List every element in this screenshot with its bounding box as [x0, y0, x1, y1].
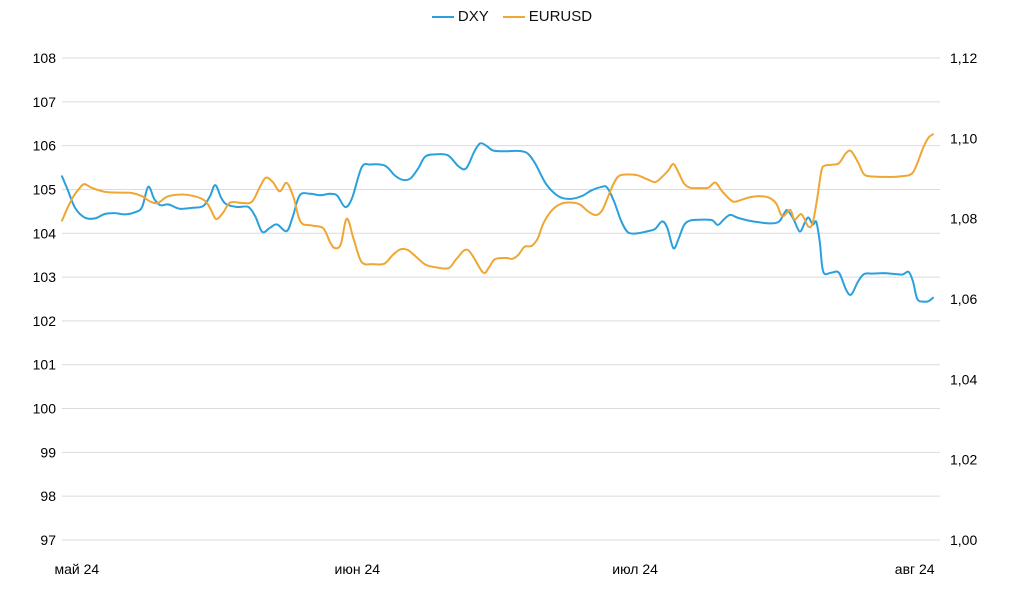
x-axis-tick-label: авг 24	[895, 561, 935, 577]
left-axis-tick-label: 104	[33, 225, 57, 241]
left-axis-tick-label: 103	[33, 269, 57, 285]
legend-label-dxy: DXY	[457, 8, 489, 25]
left-axis-tick-label: 107	[33, 94, 57, 110]
left-axis-tick-label: 100	[33, 401, 57, 417]
left-axis-tick-label: 99	[40, 444, 56, 460]
left-axis-tick-label: 102	[33, 313, 57, 329]
right-axis-tick-label: 1,02	[950, 452, 977, 468]
left-axis-tick-label: 101	[33, 357, 57, 373]
legend-item-dxy: DXY	[431, 8, 489, 25]
right-axis-tick-label: 1,00	[950, 532, 977, 548]
x-axis-tick-label: июл 24	[612, 561, 658, 577]
legend-label-eurusd: EURUSD	[528, 8, 593, 25]
right-axis-tick-label: 1,12	[950, 50, 977, 66]
left-axis-tick-label: 108	[33, 50, 57, 66]
right-axis-tick-label: 1,04	[950, 371, 977, 387]
dxy-line-path	[61, 142, 934, 303]
left-axis-tick-label: 106	[33, 138, 57, 154]
x-axis-tick-label: май 24	[54, 561, 99, 577]
left-axis-tick-label: 105	[33, 181, 57, 197]
dxy-line-swatch-icon	[431, 15, 454, 18]
legend-item-eurusd: EURUSD	[502, 8, 593, 25]
right-axis-tick-label: 1,06	[950, 291, 977, 307]
left-axis-tick-label: 97	[40, 532, 56, 548]
eurusd-line-path	[61, 133, 934, 274]
eurusd-line-swatch-icon	[502, 15, 525, 18]
right-axis-tick-label: 1,10	[950, 130, 977, 146]
chart-legend: DXY EURUSD	[0, 8, 1024, 25]
right-axis-tick-label: 1,08	[950, 211, 977, 227]
x-axis-tick-label: июн 24	[335, 561, 381, 577]
left-axis-tick-label: 98	[40, 488, 56, 504]
